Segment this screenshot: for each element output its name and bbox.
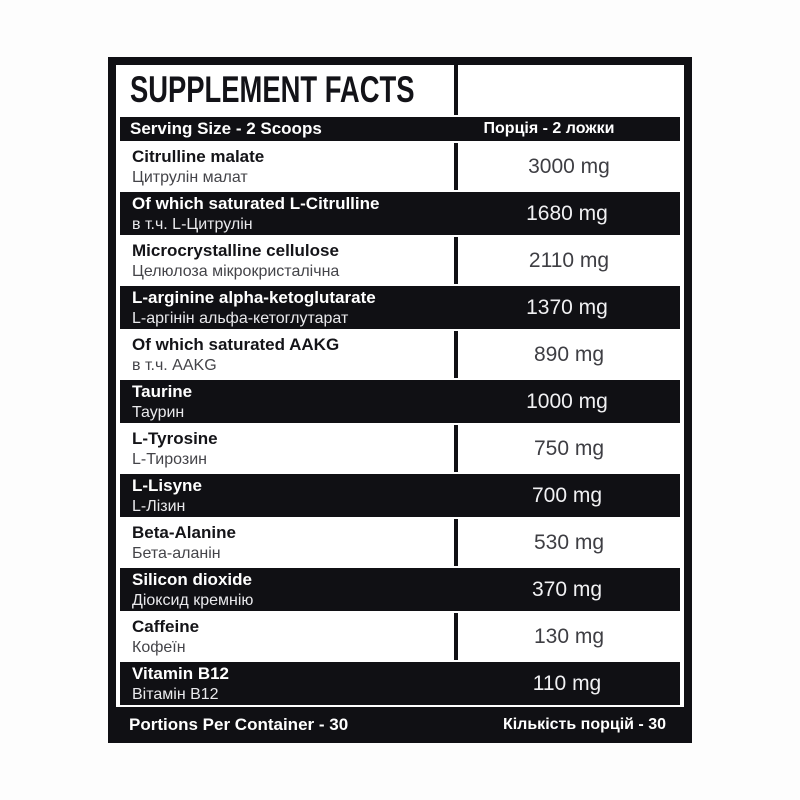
ingredient-row: L-Lisyne L-Лізин 700 mg — [116, 472, 684, 519]
ingredient-row: Citrulline malate Цитрулін малат 3000 mg — [116, 143, 684, 190]
ingredient-names: Beta-Alanine Бета-аланін — [116, 522, 454, 564]
ingredient-names: Microcrystalline cellulose Целюлоза мікр… — [116, 240, 454, 282]
ingredient-name-uk: L-аргінін альфа-кетоглутарат — [132, 309, 349, 327]
ingredient-amount: 1370 mg — [526, 295, 608, 319]
ingredient-amount: 1680 mg — [526, 201, 608, 225]
ingredient-name-en: Citrulline malate — [132, 146, 265, 166]
ingredient-names: Citrulline malate Цитрулін малат — [116, 146, 454, 188]
ingredient-row: L-arginine alpha-ketoglutarate L-аргінін… — [116, 284, 684, 331]
ingredient-amount: 700 mg — [531, 483, 603, 507]
ingredient-names: Of which saturated AAKG в т.ч. AAKG — [116, 334, 454, 376]
ingredient-name-en: Vitamin B12 — [132, 663, 230, 683]
ingredient-name-uk: L-Лізин — [132, 497, 186, 515]
ingredient-name-en: Caffeine — [132, 616, 200, 636]
ingredient-name-uk: Целюлоза мікрокристалічна — [132, 262, 340, 280]
ingredient-amount: 890 mg — [533, 342, 605, 366]
ingredient-name-uk: Бета-аланін — [132, 544, 221, 562]
label-header: SUPPLEMENT FACTS — [116, 65, 684, 115]
ingredient-row: Of which saturated L-Citrulline в т.ч. L… — [116, 190, 684, 237]
ingredient-row: Caffeine Кофеїн 130 mg — [116, 613, 684, 660]
portions-per-container-uk: Кількість порцій - 30 — [502, 716, 666, 733]
ingredient-names: L-Lisyne L-Лізин — [120, 475, 454, 517]
ingredient-name-uk: в т.ч. AAKG — [132, 356, 217, 374]
ingredient-names: Of which saturated L-Citrulline в т.ч. L… — [120, 193, 454, 235]
ingredient-row: Of which saturated AAKG в т.ч. AAKG 890 … — [116, 331, 684, 378]
ingredient-row: Vitamin B12 Вітамін B12 110 mg — [116, 660, 684, 707]
ingredient-name-uk: Цитрулін малат — [132, 168, 248, 186]
ingredient-amount: 370 mg — [531, 577, 603, 601]
supplement-facts-label: SUPPLEMENT FACTS Serving Size - 2 Scoops… — [108, 57, 692, 743]
ingredient-name-en: Of which saturated L-Citrulline — [132, 193, 380, 213]
ingredient-name-uk: L-Тирозин — [132, 450, 207, 468]
ingredient-row: Beta-Alanine Бета-аланін 530 mg — [116, 519, 684, 566]
ingredient-names: L-Tyrosine L-Тирозин — [116, 428, 454, 470]
ingredient-name-uk: Таурин — [132, 403, 185, 421]
ingredient-rows: Citrulline malate Цитрулін малат 3000 mg… — [116, 143, 684, 707]
ingredient-row: Silicon dioxide Діоксид кремнію 370 mg — [116, 566, 684, 613]
ingredient-row: L-Tyrosine L-Тирозин 750 mg — [116, 425, 684, 472]
serving-size-uk: Порція - 2 ложки — [483, 120, 615, 137]
ingredient-name-uk: в т.ч. L-Цитрулін — [132, 215, 253, 233]
ingredient-names: L-arginine alpha-ketoglutarate L-аргінін… — [120, 287, 454, 329]
ingredient-amount: 530 mg — [533, 530, 605, 554]
label-table: SUPPLEMENT FACTS Serving Size - 2 Scoops… — [116, 65, 684, 707]
ingredient-name-uk: Кофеїн — [132, 638, 186, 656]
ingredient-name-en: L-Tyrosine — [132, 428, 218, 448]
ingredient-names: Taurine Таурин — [120, 381, 454, 423]
ingredient-names: Silicon dioxide Діоксид кремнію — [120, 569, 454, 611]
ingredient-name-en: Beta-Alanine — [132, 522, 236, 542]
ingredient-names: Caffeine Кофеїн — [116, 616, 454, 658]
ingredient-name-en: Of which saturated AAKG — [132, 334, 340, 354]
label-title: SUPPLEMENT FACTS — [130, 69, 415, 110]
ingredient-name-uk: Вітамін B12 — [132, 685, 219, 703]
ingredient-row: Microcrystalline cellulose Целюлоза мікр… — [116, 237, 684, 284]
portions-row: Portions Per Container - 30 Кількість по… — [116, 707, 684, 743]
portions-per-container-en: Portions Per Container - 30 — [129, 715, 349, 734]
ingredient-row: Taurine Таурин 1000 mg — [116, 378, 684, 425]
ingredient-amount: 1000 mg — [526, 389, 608, 413]
ingredient-amount: 130 mg — [533, 624, 605, 648]
ingredient-name-uk: Діоксид кремнію — [132, 591, 254, 609]
ingredient-amount: 750 mg — [533, 436, 605, 460]
ingredient-amount: 110 mg — [532, 671, 602, 695]
ingredient-name-en: Taurine — [132, 381, 193, 401]
ingredient-amount: 2110 mg — [528, 248, 610, 272]
ingredient-names: Vitamin B12 Вітамін B12 — [120, 663, 454, 705]
ingredient-amount: 3000 mg — [528, 154, 610, 178]
ingredient-name-en: L-Lisyne — [132, 475, 202, 495]
serving-size-row: Serving Size - 2 Scoops Порція - 2 ложки — [116, 115, 684, 143]
ingredient-name-en: Microcrystalline cellulose — [132, 240, 339, 260]
ingredient-name-en: L-arginine alpha-ketoglutarate — [132, 287, 376, 307]
serving-size-en: Serving Size - 2 Scoops — [130, 119, 322, 138]
ingredient-name-en: Silicon dioxide — [132, 569, 252, 589]
